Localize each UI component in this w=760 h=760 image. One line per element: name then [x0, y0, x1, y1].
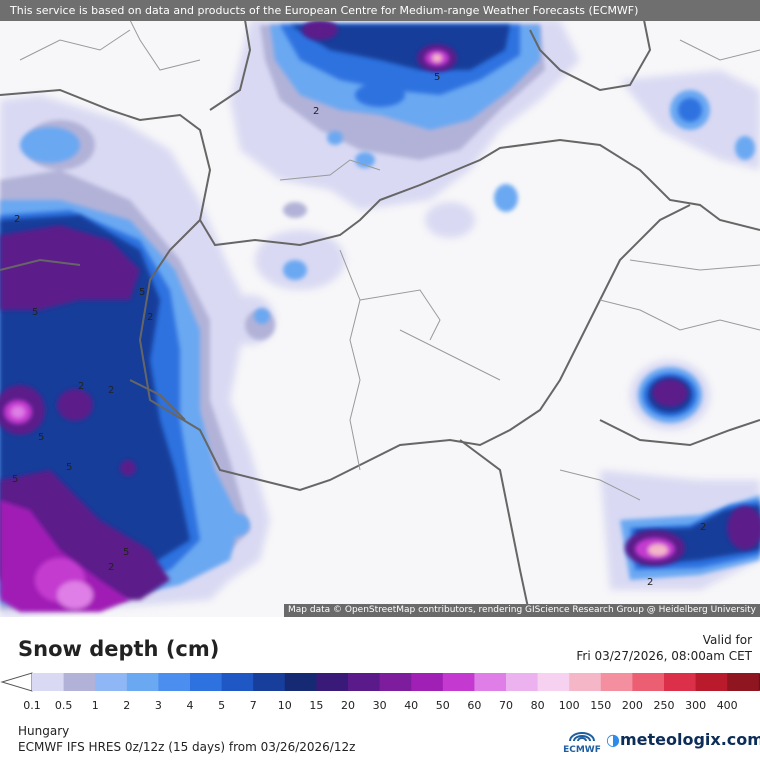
scale-swatch: [632, 673, 665, 691]
meteologix-logo-icon: ◑: [606, 730, 620, 749]
scale-swatch: [600, 673, 633, 691]
meteologix-brand[interactable]: ◑meteologix.com: [606, 730, 760, 749]
scale-tick-label: 80: [530, 699, 545, 712]
scale-swatch: [695, 673, 728, 691]
model-info: ECMWF IFS HRES 0z/12z (15 days) from 03/…: [18, 740, 356, 754]
region-name: Hungary: [18, 724, 70, 738]
scale-tick-label: 7: [249, 699, 257, 712]
contour-label: 5: [32, 307, 38, 318]
scale-tick-label: 50: [435, 699, 450, 712]
contour-label: 2: [108, 562, 114, 573]
contour-label: 5: [434, 72, 440, 83]
map-canvas: 2 2 2 5 2 2 5 5 2 5 5 2 5 2 5: [0, 0, 760, 617]
contour-label: 2: [108, 385, 114, 396]
legend-title: Snow depth (cm): [18, 637, 220, 661]
scale-tick-label: 70: [499, 699, 513, 712]
color-scale-bar: [0, 672, 760, 692]
scale-swatch: [253, 673, 286, 691]
scale-swatch: [506, 673, 539, 691]
scale-swatch: [126, 673, 159, 691]
scale-swatch: [442, 673, 475, 691]
scale-tick-label: 5: [218, 699, 226, 712]
contour-label: 5: [139, 287, 145, 298]
scale-tick-label: 0.1: [23, 699, 41, 712]
contour-label: 5: [66, 462, 72, 473]
scale-swatch: [284, 673, 317, 691]
snow-depth-map[interactable]: 2 2 2 5 2 2 5 5 2 5 5 2 5 2 5 This servi…: [0, 0, 760, 617]
scale-swatch: [63, 673, 96, 691]
scale-swatch: [158, 673, 191, 691]
ecmwf-logo-icon: [569, 732, 595, 742]
contour-label: 2: [78, 381, 84, 392]
contour-label: 5: [12, 474, 18, 485]
legend-panel: Snow depth (cm) Valid for Fri 03/27/2026…: [0, 617, 760, 760]
scale-tick-label: 60: [467, 699, 482, 712]
scale-tick-label: 400: [716, 699, 738, 712]
contour-label: 2: [647, 577, 653, 588]
scale-tick-label: 200: [621, 699, 643, 712]
scale-swatch: [32, 673, 65, 691]
contour-label: 2: [14, 214, 20, 225]
brand-text: meteologix.com: [619, 730, 760, 749]
scale-swatch: [411, 673, 444, 691]
scale-swatch: [569, 673, 602, 691]
scale-swatch: [348, 673, 381, 691]
contour-label: 5: [38, 432, 44, 443]
scale-swatch: [95, 673, 128, 691]
scale-tick-label: 10: [277, 699, 292, 712]
scale-tick-label: 0.5: [54, 699, 73, 712]
scale-tick-label: 40: [404, 699, 419, 712]
scale-tick-label: 100: [558, 699, 580, 712]
scale-tick-label: 30: [372, 699, 387, 712]
map-attribution[interactable]: Map data © OpenStreetMap contributors, r…: [284, 604, 760, 617]
scale-swatch: [221, 673, 254, 691]
scale-tick-label: 150: [590, 699, 612, 712]
regional-borders: [19, 0, 760, 501]
contour-label: 2: [147, 312, 153, 323]
scale-tick-label: 20: [341, 699, 355, 712]
ecmwf-label: ECMWF: [563, 745, 601, 755]
ecmwf-disclaimer: This service is based on data and produc…: [0, 0, 760, 21]
scale-swatch: [537, 673, 570, 691]
valid-time: Fri 03/27/2026, 08:00am CET: [576, 649, 752, 663]
contour-label: 2: [313, 106, 319, 117]
scale-tick-label: 1: [91, 699, 99, 712]
scale-swatch: [727, 673, 760, 691]
scale-swatch: [190, 673, 223, 691]
contour-label: 5: [123, 547, 129, 558]
scale-swatch: [664, 673, 697, 691]
scale-swatch: [474, 673, 507, 691]
scale-tick-label: 2: [123, 699, 131, 712]
color-scale-ticks: 0.1 0.5 1 2 3 4 5 7 10 15 20 30 40 50 60 70 80 100 150 200 2…: [0, 699, 760, 713]
scale-tick-label: 15: [309, 699, 324, 712]
valid-for-label: Valid for: [702, 633, 752, 647]
scale-tick-label: 300: [685, 699, 707, 712]
snow-area-magenta: [0, 50, 675, 612]
scale-swatch: [379, 673, 412, 691]
scale-tick-label: 250: [653, 699, 675, 712]
scale-swatch: [316, 673, 349, 691]
scale-tick-label: 3: [154, 699, 162, 712]
scale-min-arrow: [0, 672, 33, 692]
contour-label: 2: [700, 522, 706, 533]
scale-tick-label: 4: [186, 699, 194, 712]
